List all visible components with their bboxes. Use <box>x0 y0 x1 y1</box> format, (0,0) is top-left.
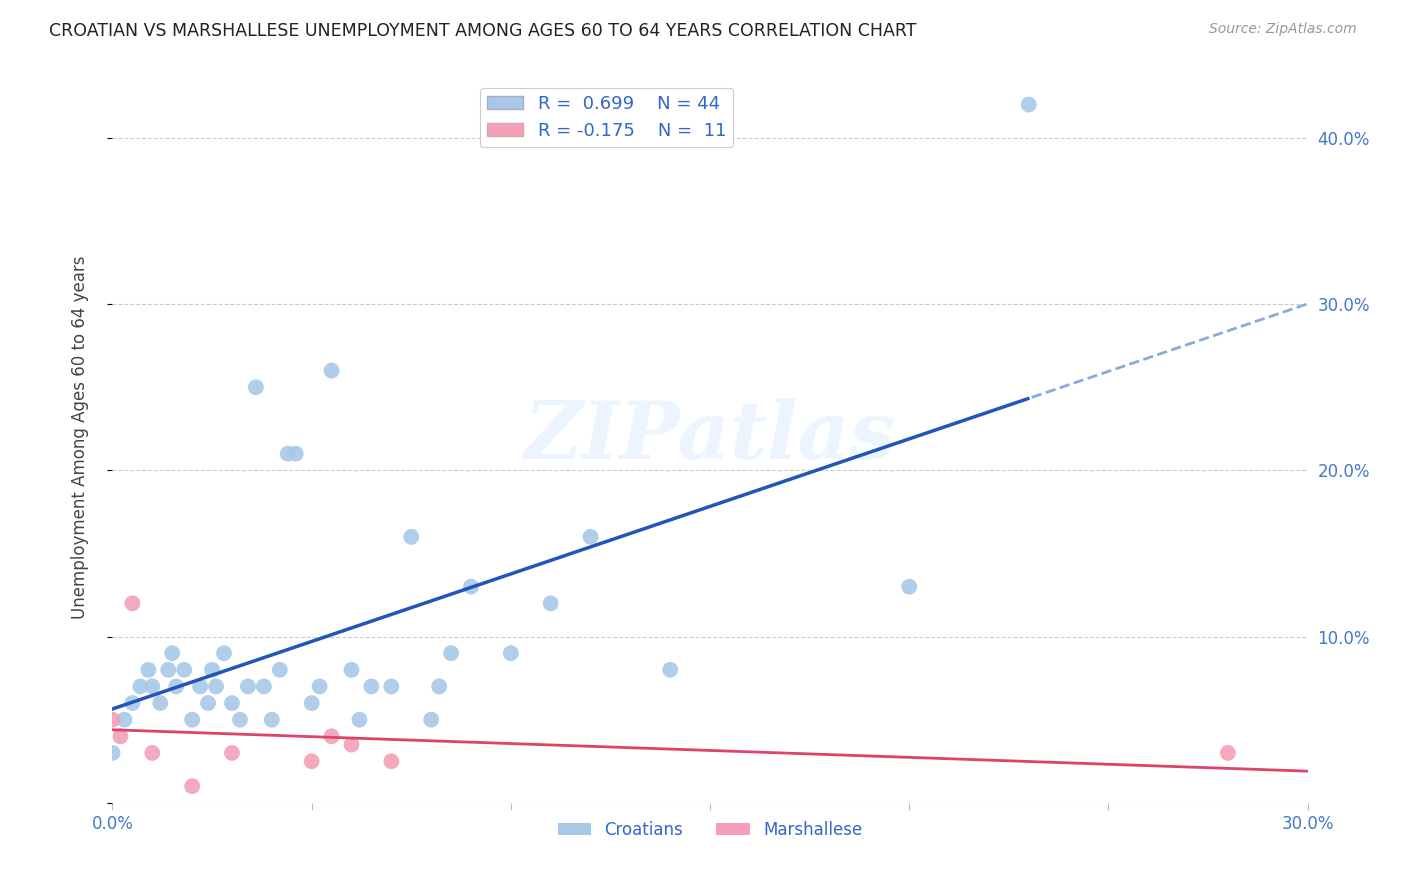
Point <box>1018 97 1040 112</box>
Text: CROATIAN VS MARSHALLESE UNEMPLOYMENT AMONG AGES 60 TO 64 YEARS CORRELATION CHART: CROATIAN VS MARSHALLESE UNEMPLOYMENT AMO… <box>49 22 917 40</box>
Point <box>321 363 343 377</box>
Point <box>149 696 172 710</box>
Point <box>360 680 382 694</box>
Text: Source: ZipAtlas.com: Source: ZipAtlas.com <box>1209 22 1357 37</box>
Point <box>401 530 423 544</box>
Point <box>499 646 522 660</box>
Point <box>101 746 124 760</box>
Text: ZIPatlas: ZIPatlas <box>524 399 896 475</box>
Point <box>212 646 235 660</box>
Point <box>221 746 243 760</box>
Point <box>898 580 921 594</box>
Point <box>121 696 143 710</box>
Point <box>141 746 163 760</box>
Point <box>579 530 602 544</box>
Point <box>269 663 291 677</box>
Point <box>284 447 307 461</box>
Point <box>114 713 135 727</box>
Point <box>301 696 323 710</box>
Point <box>173 663 195 677</box>
Point <box>427 680 450 694</box>
Point <box>236 680 259 694</box>
Point <box>260 713 283 727</box>
Point <box>229 713 252 727</box>
Point <box>460 580 482 594</box>
Point <box>101 713 124 727</box>
Point <box>1216 746 1239 760</box>
Point <box>380 754 402 768</box>
Point <box>277 447 299 461</box>
Point <box>245 380 267 394</box>
Point <box>308 680 330 694</box>
Point <box>201 663 224 677</box>
Point <box>205 680 228 694</box>
Point <box>321 729 343 743</box>
Point <box>340 663 363 677</box>
Point <box>340 738 363 752</box>
Point <box>121 596 143 610</box>
Point <box>110 729 132 743</box>
Point <box>181 779 204 793</box>
Point <box>440 646 463 660</box>
Point <box>138 663 160 677</box>
Point <box>221 696 243 710</box>
Point <box>659 663 682 677</box>
Point <box>420 713 443 727</box>
Point <box>165 680 187 694</box>
Point <box>197 696 219 710</box>
Point <box>188 680 211 694</box>
Point <box>141 680 163 694</box>
Point <box>157 663 180 677</box>
Y-axis label: Unemployment Among Ages 60 to 64 years: Unemployment Among Ages 60 to 64 years <box>70 255 89 619</box>
Point <box>181 713 204 727</box>
Point <box>129 680 152 694</box>
Point <box>540 596 562 610</box>
Point <box>162 646 183 660</box>
Point <box>253 680 276 694</box>
Legend: Croatians, Marshallese: Croatians, Marshallese <box>551 814 869 846</box>
Point <box>349 713 371 727</box>
Point <box>380 680 402 694</box>
Point <box>301 754 323 768</box>
